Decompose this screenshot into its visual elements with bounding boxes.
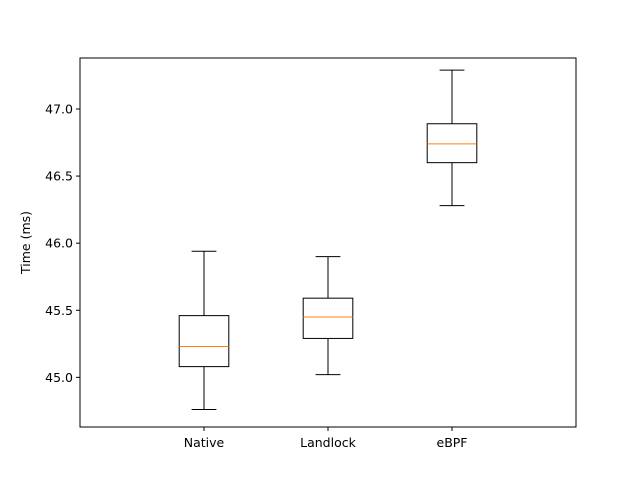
x-tick-label: Native xyxy=(184,435,225,450)
y-axis-ticks: 45.0 45.5 46.0 46.5 47.0 xyxy=(45,101,80,385)
iqr-box xyxy=(302,297,354,339)
y-tick-label: 47.0 xyxy=(45,101,73,116)
y-axis-label: Time (ms) xyxy=(18,211,33,275)
box-group-ebpf xyxy=(426,69,478,207)
box-group-native xyxy=(178,250,230,411)
y-tick-label: 46.0 xyxy=(45,236,73,251)
y-tick-label: 45.0 xyxy=(45,370,73,385)
x-tick-label: Landlock xyxy=(300,435,356,450)
y-tick-label: 45.5 xyxy=(45,303,73,318)
x-tick-label: eBPF xyxy=(437,435,468,450)
iqr-box xyxy=(426,123,478,164)
box-plot-marks xyxy=(178,69,478,411)
iqr-box xyxy=(178,315,230,368)
y-tick-label: 46.5 xyxy=(45,169,73,184)
x-axis-ticks: Native Landlock eBPF xyxy=(184,427,468,450)
box-group-landlock xyxy=(302,256,354,376)
